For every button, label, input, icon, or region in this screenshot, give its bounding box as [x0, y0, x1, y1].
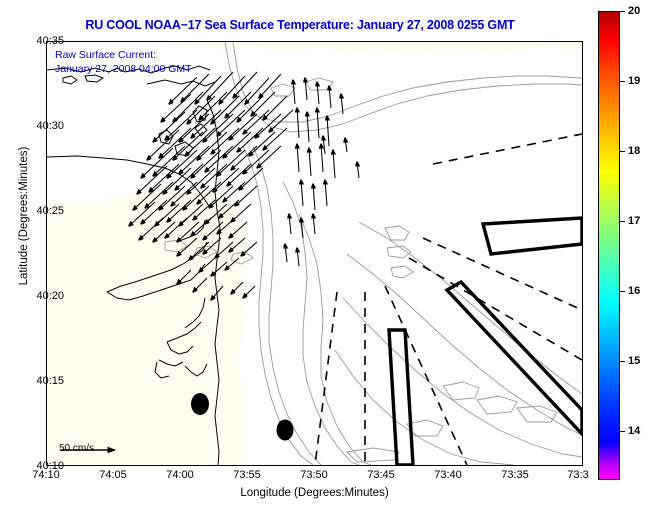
- xtick-label: 73:3: [567, 469, 589, 481]
- colorbar-tick-label: 18: [628, 145, 641, 157]
- ytick-label: 40:35: [36, 35, 64, 47]
- xtick-label: 73:55: [233, 469, 261, 481]
- xtick-label: 73:45: [367, 469, 395, 481]
- colorbar-tick-label: 16: [628, 285, 641, 297]
- map-graphics: [47, 42, 582, 465]
- colorbar-tick-label: 20: [628, 5, 641, 17]
- xtick-label: 73:40: [434, 469, 462, 481]
- scale-bar-arrow: [61, 446, 116, 454]
- colorbar-tick-label: 19: [628, 75, 641, 87]
- shipping-lane-solid: [387, 216, 582, 465]
- colorbar-tick-label: 17: [628, 215, 641, 227]
- station-markers: [191, 393, 294, 441]
- xtick-label: 74:10: [32, 469, 60, 481]
- surface-current-vectors: [129, 71, 359, 300]
- map-plot-area: Raw Surface Current: January 27, 2008 04…: [46, 41, 583, 466]
- ytick-label: 40:30: [36, 120, 64, 132]
- scale-bar-label: 50 cm/s: [59, 443, 95, 454]
- shipping-lane-dashed: [314, 133, 582, 465]
- ytick-label: 40:20: [36, 290, 64, 302]
- y-axis-label: Latitude (Degrees:Minutes): [18, 146, 30, 286]
- ytick-label: 40:15: [36, 375, 64, 387]
- current-annotation: Raw Surface Current: January 27, 2008 04…: [55, 48, 192, 76]
- xtick-label: 73:35: [501, 469, 529, 481]
- annotation-line-1: Raw Surface Current:: [55, 49, 156, 61]
- ytick-label: 40:25: [36, 205, 64, 217]
- velocity-scale-bar: 50 cm/s: [59, 443, 116, 455]
- colorbar-tick-label: 15: [628, 355, 641, 367]
- colorbar-tick-label: 14: [628, 425, 641, 437]
- land-polygons: [47, 42, 582, 465]
- ytick-label: 40:10: [36, 460, 64, 472]
- x-axis-label: Longitude (Degrees:Minutes): [240, 487, 389, 499]
- figure-title: RU COOL NOAA−17 Sea Surface Temperature:…: [85, 18, 515, 32]
- xtick-label: 74:00: [166, 469, 194, 481]
- coastline: [47, 65, 221, 465]
- annotation-line-2: January 27, 2008 04:00 GMT: [55, 63, 192, 75]
- xtick-label: 73:50: [300, 469, 328, 481]
- colorbar: [598, 11, 620, 480]
- xtick-label: 74:05: [99, 469, 127, 481]
